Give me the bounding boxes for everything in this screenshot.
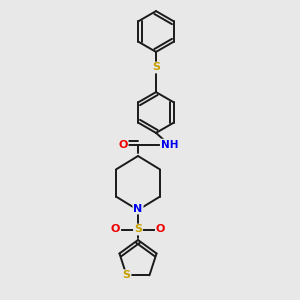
Text: N: N <box>134 203 142 214</box>
Text: O: O <box>118 140 128 150</box>
Text: S: S <box>122 270 130 280</box>
Text: O: O <box>156 224 165 235</box>
Text: S: S <box>134 224 142 235</box>
Text: O: O <box>111 224 120 235</box>
Text: NH: NH <box>161 140 178 150</box>
Text: S: S <box>152 62 160 73</box>
